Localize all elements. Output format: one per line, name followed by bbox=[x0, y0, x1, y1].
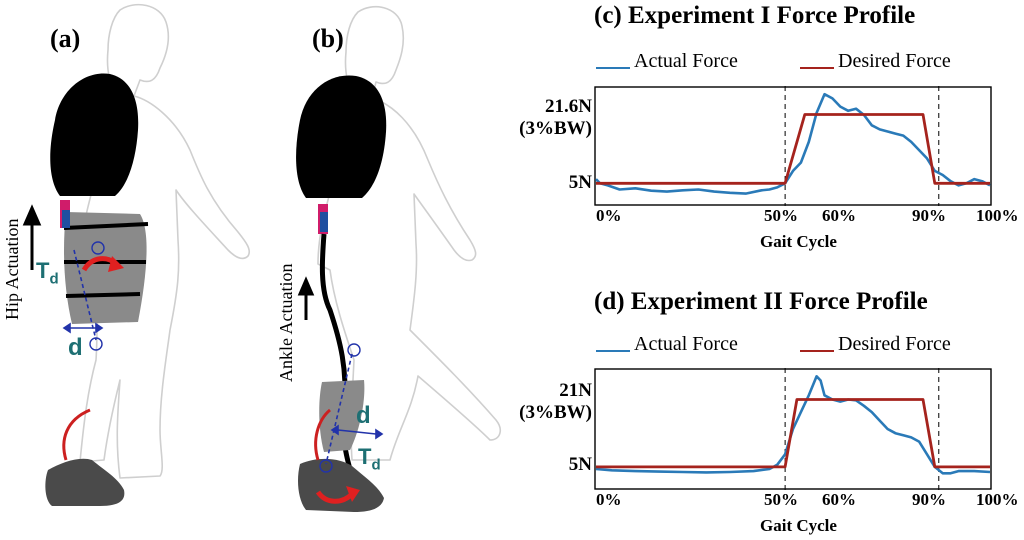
chart-d-plot bbox=[594, 368, 992, 490]
chart-c-legend-actual: Actual Force bbox=[596, 50, 738, 73]
chart-d-ytick-bottom: 5N bbox=[568, 454, 592, 475]
chart-d-xtick-0: 0% bbox=[596, 490, 622, 509]
joint-marker-b-top bbox=[347, 343, 361, 357]
chart-c-plot bbox=[594, 86, 992, 206]
legend-label-desired: Desired Force bbox=[838, 333, 951, 355]
hip-actuation-label: Hip Actuation bbox=[2, 218, 22, 321]
panel-b-letter: (b) bbox=[312, 24, 344, 53]
chart-c-ytick-top-line1: 21.6N bbox=[545, 96, 592, 117]
chart-d-frame bbox=[594, 368, 992, 490]
torque-label-b-sub: d bbox=[371, 456, 381, 474]
cable-b bbox=[314, 408, 332, 461]
distance-label-b: d bbox=[356, 402, 371, 429]
chart-d-legend-desired: Desired Force bbox=[800, 333, 951, 356]
chart-c-legend-desired: Desired Force bbox=[800, 50, 951, 73]
exosuit-illustrations bbox=[22, 3, 502, 512]
torque-label-b: Td bbox=[358, 444, 381, 473]
controller-b bbox=[320, 212, 328, 232]
chart-d-ytick-top: 21N (3%BW) bbox=[500, 380, 592, 424]
chart-d-xtick-50: 50% bbox=[764, 490, 798, 509]
panel-a-letter: (a) bbox=[50, 24, 81, 53]
ankle-actuation-label: Ankle Actuation bbox=[276, 263, 296, 382]
chart-d-ytick-top-line2: (3%BW) bbox=[519, 402, 592, 423]
chart-c-series-actual bbox=[595, 92, 991, 195]
chart-d-title: (d) Experiment II Force Profile bbox=[594, 288, 928, 315]
calf-wrap-b bbox=[319, 380, 365, 452]
chart-c-xtick-50: 50% bbox=[764, 206, 798, 225]
chart-c-series-desired bbox=[596, 113, 990, 185]
joint-marker-b-bottom bbox=[319, 459, 333, 473]
bowden-cable-b bbox=[319, 233, 359, 491]
ankle-actuation-arrow bbox=[297, 276, 315, 320]
chart-d-xlabel: Gait Cycle bbox=[760, 516, 837, 535]
legend-swatch-desired bbox=[800, 66, 834, 69]
chart-c-title: (c) Experiment I Force Profile bbox=[594, 2, 916, 29]
chart-c-ytick-top-line2: (3%BW) bbox=[519, 118, 592, 139]
torque-arrow-b bbox=[315, 490, 354, 504]
torque-label-a-sub: d bbox=[49, 270, 59, 288]
figure-a-body-outline bbox=[79, 3, 251, 479]
legend-label-actual: Actual Force bbox=[634, 50, 738, 72]
joint-marker-a-bottom bbox=[89, 337, 103, 351]
cable-a bbox=[62, 408, 91, 461]
torque-label-b-main: T bbox=[358, 444, 372, 469]
legend-label-desired: Desired Force bbox=[838, 50, 951, 72]
legend-label-actual: Actual Force bbox=[634, 333, 738, 355]
chart-c-ytick-top: 21.6N (3%BW) bbox=[500, 96, 592, 140]
thigh-straps-a bbox=[63, 222, 149, 298]
shoe-a bbox=[45, 458, 125, 506]
chart-d-xtick-90: 90% bbox=[912, 490, 946, 509]
torque-label-a-main: T bbox=[36, 258, 50, 283]
chart-c-xtick-0: 0% bbox=[596, 206, 622, 225]
torque-arrow-a-head bbox=[108, 256, 124, 272]
chart-c-ytick-bottom: 5N bbox=[568, 172, 592, 193]
backpack-a bbox=[50, 73, 139, 196]
torque-label-a: Td bbox=[36, 258, 59, 287]
shoe-b bbox=[298, 458, 384, 512]
chart-d-xtick-60: 60% bbox=[822, 490, 856, 509]
controller-a bbox=[62, 210, 70, 228]
chart-c-xtick-100: 100% bbox=[976, 206, 1019, 225]
chart-c-xtick-90: 90% bbox=[912, 206, 946, 225]
chart-d-xtick-100: 100% bbox=[976, 490, 1019, 509]
distance-arrow-a bbox=[62, 322, 104, 334]
chart-d-series-desired bbox=[596, 398, 990, 469]
legend-swatch-actual bbox=[596, 66, 630, 69]
chart-c-xlabel: Gait Cycle bbox=[760, 232, 837, 251]
chart-d-ytick-top-line1: 21N bbox=[559, 380, 592, 401]
distance-arrow-b bbox=[330, 424, 384, 440]
legend-swatch-actual bbox=[596, 349, 630, 352]
torque-arrow-b-head bbox=[346, 486, 360, 502]
joint-marker-a-top bbox=[91, 241, 105, 255]
moment-arm-line-b bbox=[325, 353, 353, 465]
legend-swatch-desired bbox=[800, 349, 834, 352]
moment-arm-line-a bbox=[73, 249, 97, 341]
chart-c-xtick-60: 60% bbox=[822, 206, 856, 225]
distance-label-a: d bbox=[68, 334, 83, 361]
chart-d-legend-actual: Actual Force bbox=[596, 333, 738, 356]
hip-actuation-arrow bbox=[22, 204, 42, 270]
backpack-b bbox=[296, 75, 387, 198]
chart-c-frame bbox=[594, 86, 992, 206]
